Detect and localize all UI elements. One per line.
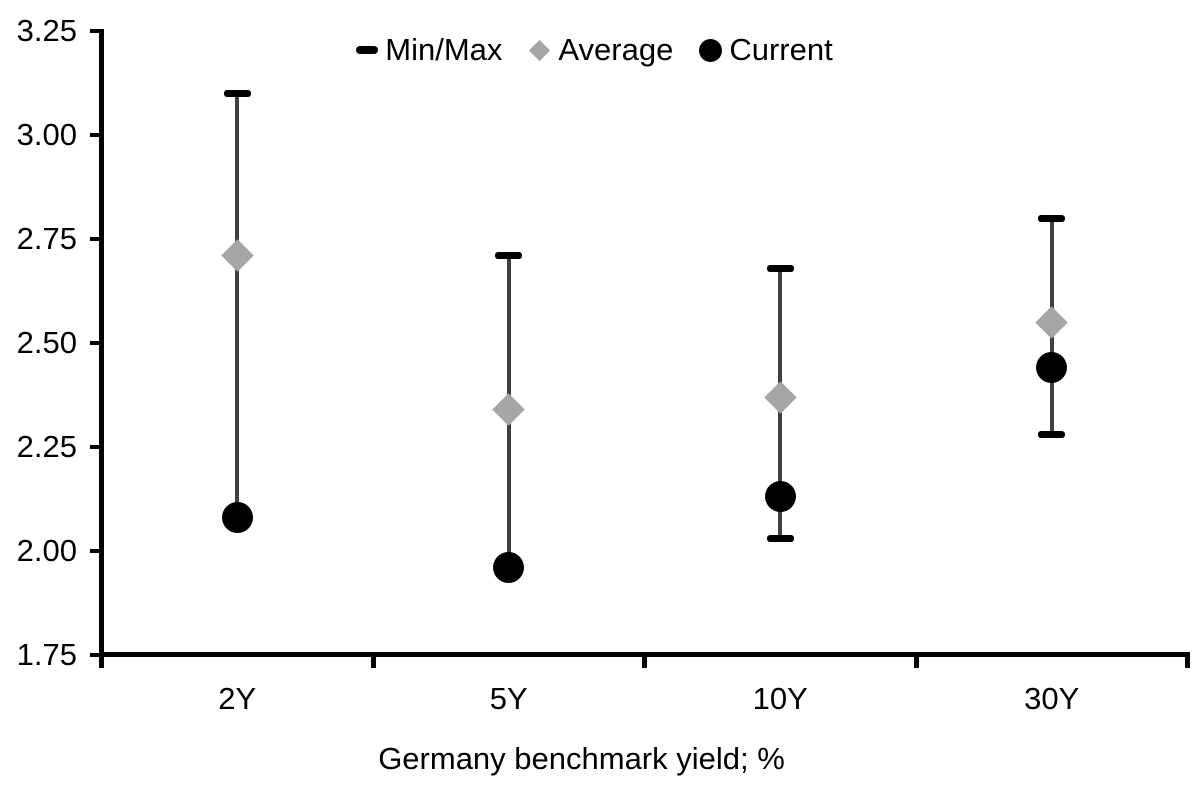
- average-marker-10Y: [763, 380, 797, 414]
- y-tick-label: 3.25: [16, 13, 77, 48]
- current-marker-5Y: [493, 552, 525, 584]
- x-axis-line: [99, 652, 1190, 657]
- x-tick: [1185, 655, 1190, 668]
- legend: Min/Max Average Current: [0, 33, 1189, 67]
- x-tick: [642, 655, 647, 668]
- max-cap-10Y: [766, 264, 794, 272]
- x-tick: [913, 655, 919, 668]
- x-category-label: 30Y: [1024, 681, 1080, 716]
- y-axis-line: [99, 30, 104, 657]
- y-tick-label: 2.50: [16, 325, 77, 360]
- y-tick-label: 3.00: [16, 117, 77, 152]
- min-cap-30Y: [1038, 431, 1066, 439]
- average-marker-2Y: [220, 239, 254, 272]
- legend-label-average: Average: [558, 32, 674, 67]
- max-cap-2Y: [223, 89, 251, 97]
- legend-label-minmax: Min/Max: [385, 32, 503, 67]
- legend-label-current: Current: [729, 32, 833, 67]
- y-tick: [90, 237, 104, 241]
- current-circle-icon: [699, 38, 723, 62]
- legend-item-minmax: Min/Max: [356, 33, 502, 67]
- minmax-dash-icon: [356, 46, 379, 54]
- x-category-label: 2Y: [218, 681, 257, 716]
- x-axis-title: Germany benchmark yield; %: [378, 741, 785, 776]
- y-tick: [90, 29, 104, 33]
- y-tick: [90, 445, 104, 449]
- range-line-2Y: [235, 93, 240, 518]
- x-category-label: 5Y: [489, 681, 528, 716]
- max-cap-5Y: [495, 252, 523, 260]
- current-marker-30Y: [1036, 352, 1068, 384]
- x-tick: [99, 655, 104, 668]
- y-tick-label: 2.75: [16, 221, 77, 256]
- current-marker-10Y: [764, 481, 796, 513]
- y-tick-label: 1.75: [16, 637, 77, 672]
- current-marker-2Y: [221, 502, 253, 534]
- legend-item-current: Current: [699, 32, 833, 67]
- legend-item-average: Average: [528, 33, 673, 67]
- y-tick: [90, 653, 104, 657]
- y-tick-label: 2.00: [16, 533, 77, 568]
- x-tick: [370, 655, 376, 668]
- max-cap-30Y: [1038, 214, 1066, 222]
- y-tick-label: 2.25: [16, 429, 77, 464]
- y-tick: [90, 549, 104, 553]
- min-cap-10Y: [766, 535, 794, 543]
- x-category-label: 10Y: [752, 681, 808, 716]
- average-marker-30Y: [1035, 305, 1069, 339]
- y-tick: [90, 133, 104, 137]
- average-marker-5Y: [492, 393, 526, 426]
- y-tick: [90, 341, 104, 345]
